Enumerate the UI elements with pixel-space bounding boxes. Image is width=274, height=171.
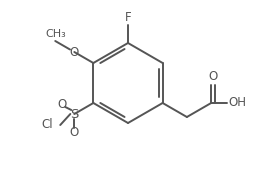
Text: OH: OH (228, 96, 246, 109)
Text: O: O (208, 70, 217, 83)
Text: O: O (58, 97, 67, 110)
Text: Cl: Cl (42, 119, 53, 131)
Text: O: O (70, 126, 79, 139)
Text: CH₃: CH₃ (45, 29, 66, 39)
Text: O: O (70, 45, 79, 58)
Text: S: S (70, 108, 78, 121)
Text: F: F (125, 11, 131, 24)
